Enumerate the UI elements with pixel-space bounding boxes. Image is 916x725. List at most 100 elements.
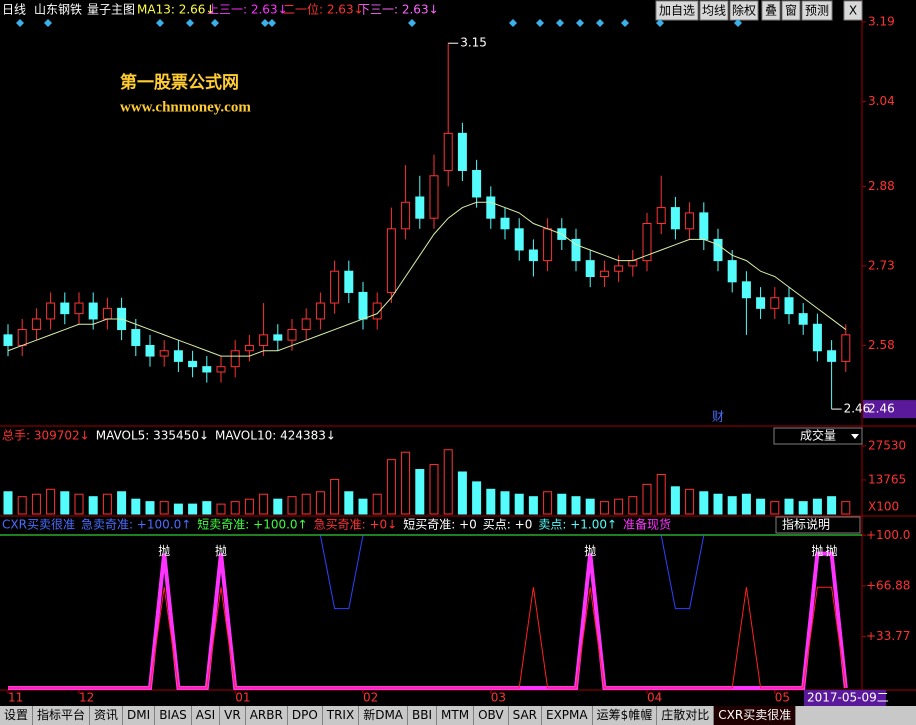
volume-bar [202,501,212,515]
volume-bar [741,493,751,515]
toolbar-button-label[interactable]: 除权 [732,3,756,18]
y-tick-label: 2.88 [868,179,895,193]
volume-bar [812,498,822,515]
tab[interactable]: 庄散对比 [657,706,715,725]
help-button-label[interactable]: 指标说明 [782,517,830,532]
tab[interactable]: SAR [509,706,542,725]
candle-body [528,249,538,262]
signal-diamond [596,19,604,27]
volume-bar [585,498,595,515]
toolbar-button[interactable] [699,0,729,21]
signal-diamond [156,19,164,27]
tab[interactable]: DMI [123,706,156,725]
period: 日线 [2,3,26,17]
tab[interactable]: VR [220,706,246,725]
toolbar-button[interactable] [729,0,759,21]
candle-body [713,238,723,262]
candle-body [486,196,496,219]
candle-body [798,313,808,325]
indicator-legend: 急卖奇准: +100.0↑ [81,517,191,532]
candle-body [500,217,510,230]
tab[interactable]: 资讯 [90,706,124,725]
candle-body [770,297,780,309]
candle-body [727,260,737,283]
indicator-legend: 急买奇准: +0↓ [314,517,398,532]
volume-bar [685,488,695,515]
tab[interactable]: 设置 [0,706,34,725]
tab[interactable]: 新DMA [359,706,409,725]
toolbar-button[interactable] [781,0,801,21]
dropdown-arrow[interactable] [851,434,859,439]
volume-bar [756,498,766,515]
tab[interactable]: 指标平台 [33,706,91,725]
x-tick-label: 01 [235,691,250,705]
x-tick-label: 12 [79,691,94,705]
tab[interactable]: EXPMA [542,706,593,725]
volume-bar [713,493,723,515]
candle-body [3,334,13,346]
volume-bar [131,498,141,515]
toolbar-button[interactable] [843,0,863,21]
candle-body [244,344,254,352]
cursor-date: 2017-05-09二 [807,691,889,705]
candle-body [386,228,396,293]
candle-body [273,334,283,341]
tab[interactable]: 运筹$帷幄 [593,706,658,725]
toolbar-button-label[interactable]: 加自选 [659,4,695,18]
volume-selector-label[interactable]: 成交量 [800,428,836,443]
volume-bar [3,491,13,515]
candle-body [543,228,553,262]
toolbar-button-label[interactable]: 均线 [702,4,726,18]
candle-body [372,302,382,320]
volume-bar [628,496,638,515]
volume-bar [642,483,652,515]
indicator-legend: 短买奇准: +0 [403,518,477,532]
toolbar-button-label[interactable]: 窗 [785,4,797,18]
tab[interactable]: MTM [437,706,475,725]
volume-bar [188,503,198,515]
candle-body [457,132,467,171]
help-button[interactable] [775,516,861,534]
toolbar-button[interactable] [655,0,699,21]
tab[interactable]: CXR买卖很准 [714,706,797,725]
volume-bar [670,486,680,515]
tab[interactable]: ARBR [246,706,288,725]
candle-body [145,344,155,357]
toolbar-button-label[interactable]: 叠 [765,4,777,18]
tab[interactable]: OBV [474,706,509,725]
high-label: 3.15 [460,36,487,50]
candle-body [827,350,837,362]
tab[interactable]: TRIX [323,706,360,725]
y-tick-label: 3.04 [868,94,895,108]
toolbar-button-label[interactable]: 预测 [805,4,829,18]
tab[interactable]: DPO [288,706,323,725]
volume-bar [173,503,183,515]
volume-bar [31,493,41,515]
candle-body [685,212,695,230]
volume-bar [614,498,624,515]
indicator-name: 量子主图 [87,3,135,17]
candle-body [443,132,453,171]
tab[interactable]: BIAS [155,706,192,725]
toolbar-button[interactable] [801,0,833,21]
candle-body [656,207,666,224]
toolbar-button[interactable] [761,0,781,21]
indicator-legend: 短卖奇准: +100.0↑ [197,518,307,532]
candle-body [628,260,638,267]
volume-bar [344,491,354,515]
candle-body [670,207,680,230]
volume-bar [599,501,609,515]
toolbar-button-label[interactable]: X [849,4,857,18]
volume-bar [372,493,382,515]
tab[interactable]: BBI [408,706,438,725]
volume-bar [273,498,283,515]
tab[interactable]: ASI [192,706,221,725]
candle-body [585,260,595,278]
volume-bar [429,464,439,515]
signal-diamond [268,19,276,27]
volume-selector[interactable] [773,427,863,445]
volume-bar [102,493,112,515]
volume-bar [145,501,155,515]
x-tick-label: 02 [363,691,378,705]
candle-body [31,318,41,331]
